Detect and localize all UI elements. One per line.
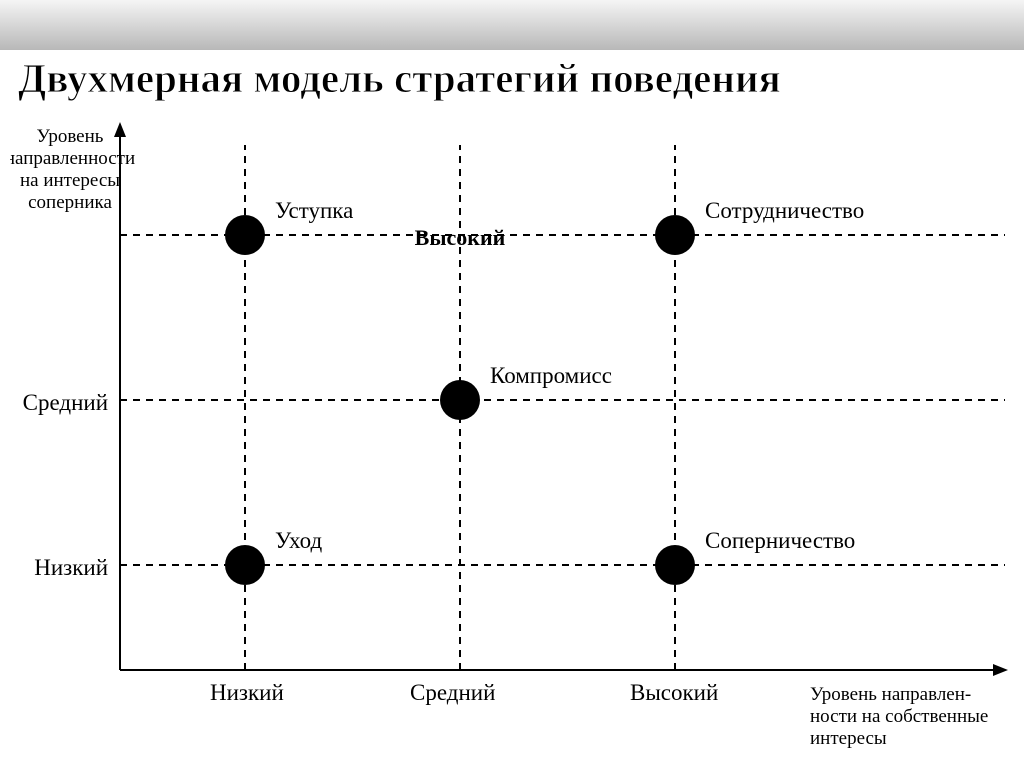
x-axis-label-line-0: Уровень направлен- — [810, 684, 971, 705]
x-tick-1: Средний — [410, 680, 495, 705]
point-Уступка — [225, 215, 265, 255]
y-tick-1: Средний — [23, 390, 108, 415]
point-label-Уступка: Уступка — [275, 198, 353, 223]
y-tick-0: Низкий — [34, 555, 108, 580]
point-label-Уход: Уход — [275, 528, 322, 553]
x-tick-2: Высокий — [630, 680, 718, 705]
y-axis-label-line-2: на интересы — [20, 170, 120, 191]
x-axis-label-line-1: ности на собственные — [810, 706, 988, 727]
point-label-Сотрудничество: Сотрудничество — [705, 198, 864, 223]
point-Компромисс — [440, 380, 480, 420]
point-label-Компромисс: Компромисс — [490, 363, 612, 388]
y-axis-label-line-3: соперника — [28, 192, 112, 213]
slide-title: Двухмерная модель стратегий поведения — [18, 54, 781, 102]
point-label-Соперничество: Соперничество — [705, 528, 855, 553]
x-axis-arrow — [993, 664, 1008, 676]
strategy-chart: Уровеньнаправленностина интересысоперник… — [10, 110, 1014, 760]
y-axis-label-line-0: Уровень — [37, 126, 104, 147]
point-Уход — [225, 545, 265, 585]
point-Соперничество — [655, 545, 695, 585]
x-axis-label-line-2: интересы — [810, 728, 887, 749]
point-Сотрудничество — [655, 215, 695, 255]
high-level-label: Высокий — [415, 225, 506, 250]
y-axis-arrow — [114, 122, 126, 137]
x-tick-0: Низкий — [210, 680, 284, 705]
header-gradient — [0, 0, 1024, 50]
y-axis-label-line-1: направленности — [10, 148, 135, 169]
